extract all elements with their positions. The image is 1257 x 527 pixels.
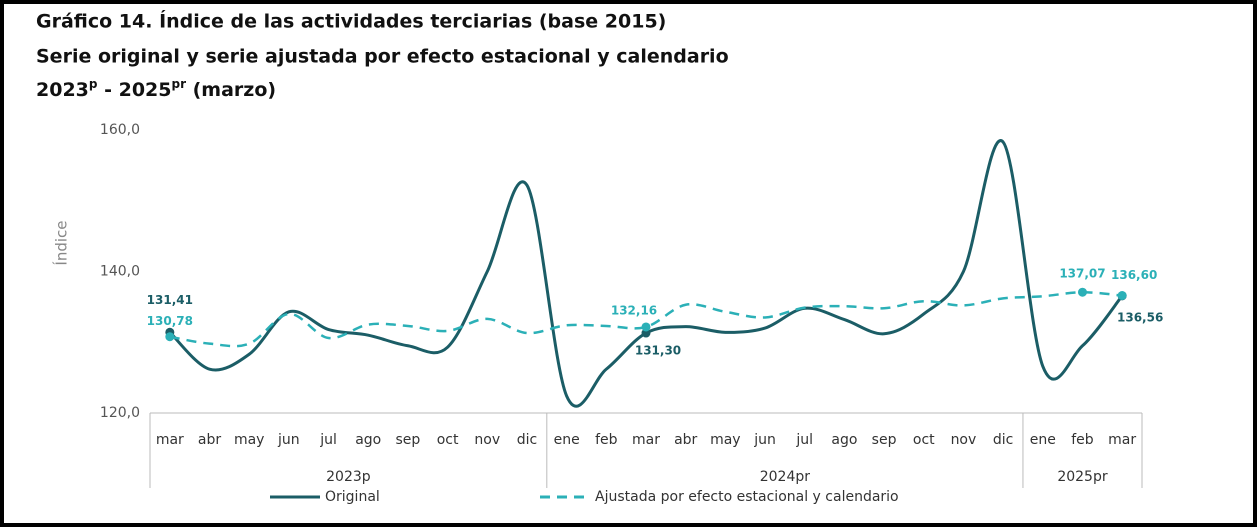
x-tick-label: feb <box>595 432 618 448</box>
point-marker <box>641 322 651 332</box>
data-label: 136,60 <box>1111 268 1157 282</box>
data-label: 132,16 <box>611 303 657 317</box>
x-tick-label: mar <box>1108 432 1136 448</box>
x-tick-label: dic <box>517 432 537 448</box>
data-label: 131,41 <box>147 293 193 307</box>
y-tick-label: 140,0 <box>100 264 140 280</box>
point-marker <box>1077 287 1087 297</box>
point-marker <box>165 332 175 342</box>
x-tick-label: jun <box>277 432 300 448</box>
x-tick-label: ene <box>554 432 580 448</box>
x-tick-label: feb <box>1071 432 1094 448</box>
x-tick-label: nov <box>474 432 500 448</box>
x-tick-label: nov <box>951 432 977 448</box>
data-label: 136,56 <box>1117 310 1163 324</box>
x-tick-label: mar <box>156 432 184 448</box>
x-tick-label: oct <box>437 432 459 448</box>
y-axis-label: Índice <box>52 220 71 265</box>
legend-label: Ajustada por efecto estacional y calenda… <box>595 489 899 505</box>
date-range: 2023p - 2025pr (marzo) <box>36 77 276 101</box>
x-tick-label: ene <box>1030 432 1056 448</box>
group-label: 2025pr <box>1057 469 1108 485</box>
date-sup: pr <box>171 77 186 91</box>
chart-subtitle: Serie original y serie ajustada por efec… <box>36 46 729 68</box>
legend-label: Original <box>325 489 380 505</box>
x-tick-label: jul <box>319 432 337 448</box>
x-tick-label: sep <box>396 432 421 448</box>
series-line <box>169 290 1123 348</box>
group-label: 2024pr <box>760 469 811 485</box>
date-part: 2023 <box>36 79 89 101</box>
y-tick-label: 160,0 <box>100 122 140 138</box>
date-part: (marzo) <box>186 79 276 101</box>
data-label: 137,07 <box>1059 267 1105 281</box>
date-sup: p <box>89 77 98 91</box>
data-label: 130,78 <box>147 314 193 328</box>
x-tick-label: ago <box>831 432 857 448</box>
y-tick-label: 120,0 <box>100 405 140 421</box>
x-tick-label: jul <box>795 432 813 448</box>
x-tick-label: sep <box>872 432 897 448</box>
x-tick-label: may <box>234 432 265 448</box>
x-tick-label: dic <box>993 432 1013 448</box>
x-tick-label: jun <box>753 432 776 448</box>
group-label: 2023p <box>326 469 371 485</box>
point-marker <box>1117 291 1127 301</box>
x-tick-label: abr <box>674 432 697 448</box>
x-tick-label: mar <box>632 432 660 448</box>
x-tick-label: ago <box>355 432 381 448</box>
chart-title: Gráfico 14. Índice de las actividades te… <box>36 10 666 33</box>
x-tick-label: may <box>710 432 741 448</box>
date-part: - 2025 <box>97 79 171 101</box>
x-tick-label: abr <box>198 432 221 448</box>
data-label: 131,30 <box>635 344 681 358</box>
x-tick-label: oct <box>913 432 935 448</box>
